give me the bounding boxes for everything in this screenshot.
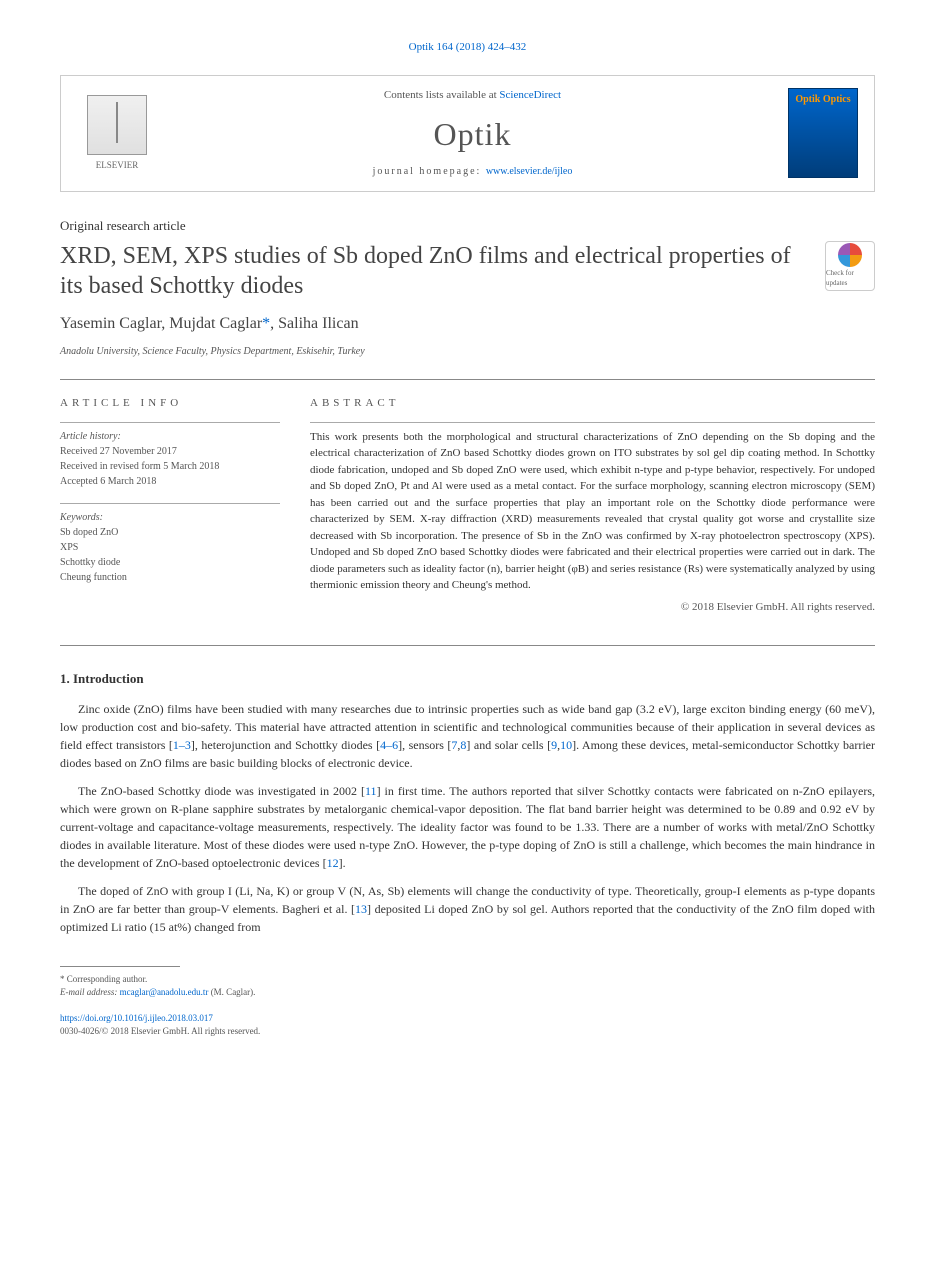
citation-ref[interactable]: 1–3 bbox=[173, 738, 191, 752]
citation-ref[interactable]: 12 bbox=[327, 856, 339, 870]
body-paragraph: The ZnO-based Schottky diode was investi… bbox=[60, 782, 875, 872]
sciencedirect-link[interactable]: ScienceDirect bbox=[499, 89, 561, 101]
email-link[interactable]: mcaglar@anadolu.edu.tr bbox=[120, 987, 209, 997]
keyword-item: Schottky diode bbox=[60, 555, 280, 570]
authors: Yasemin Caglar, Mujdat Caglar*, Saliha I… bbox=[60, 313, 875, 335]
citation-ref[interactable]: 10 bbox=[560, 738, 572, 752]
corr-label: * Corresponding author. bbox=[60, 973, 875, 986]
journal-name: Optik bbox=[157, 112, 788, 157]
body-text: ], heterojunction and Schottky diodes [ bbox=[191, 738, 380, 752]
article-info-heading: ARTICLE INFO bbox=[60, 396, 280, 411]
keyword-item: XPS bbox=[60, 540, 280, 555]
issn-copyright: 0030-4026/© 2018 Elsevier GmbH. All righ… bbox=[60, 1025, 875, 1038]
introduction-heading: 1. Introduction bbox=[60, 670, 875, 688]
corresponding-footnote: * Corresponding author. E-mail address: … bbox=[60, 973, 875, 998]
abstract-col: ABSTRACT This work presents both the mor… bbox=[310, 396, 875, 615]
abstract-heading: ABSTRACT bbox=[310, 396, 875, 411]
citation-ref[interactable]: 11 bbox=[365, 784, 377, 798]
body-paragraph: Zinc oxide (ZnO) films have been studied… bbox=[60, 700, 875, 772]
contents-prefix: Contents lists available at bbox=[384, 89, 499, 101]
article-history: Article history: Received 27 November 20… bbox=[60, 422, 280, 489]
elsevier-tree-icon bbox=[87, 95, 147, 155]
body-divider bbox=[60, 645, 875, 646]
footnote-separator bbox=[60, 966, 180, 967]
title-row: XRD, SEM, XPS studies of Sb doped ZnO fi… bbox=[60, 241, 875, 301]
revised-date: Received in revised form 5 March 2018 bbox=[60, 459, 280, 474]
body-text: ]. bbox=[339, 856, 346, 870]
homepage-line: journal homepage: www.elsevier.de/ijleo bbox=[157, 165, 788, 179]
citation-link[interactable]: Optik 164 (2018) 424–432 bbox=[409, 41, 527, 53]
keyword-item: Cheung function bbox=[60, 570, 280, 585]
accepted-date: Accepted 6 March 2018 bbox=[60, 474, 280, 489]
crossmark-badge[interactable]: Check for updates bbox=[825, 241, 875, 291]
email-suffix: (M. Caglar). bbox=[208, 987, 255, 997]
keywords-label: Keywords: bbox=[60, 510, 280, 525]
email-label: E-mail address: bbox=[60, 987, 120, 997]
contents-line: Contents lists available at ScienceDirec… bbox=[157, 88, 788, 103]
crossmark-icon bbox=[838, 243, 862, 267]
citation-header: Optik 164 (2018) 424–432 bbox=[60, 40, 875, 55]
article-info-col: ARTICLE INFO Article history: Received 2… bbox=[60, 396, 280, 615]
corresponding-mark: * bbox=[262, 315, 270, 332]
authors-rest: , Saliha Ilican bbox=[270, 315, 358, 332]
history-label: Article history: bbox=[60, 429, 280, 444]
homepage-prefix: journal homepage: bbox=[373, 166, 486, 177]
keyword-item: Sb doped ZnO bbox=[60, 525, 280, 540]
article-title: XRD, SEM, XPS studies of Sb doped ZnO fi… bbox=[60, 241, 805, 301]
abstract-text: This work presents both the morphologica… bbox=[310, 422, 875, 594]
body-text: ], sensors [ bbox=[398, 738, 451, 752]
doi-link[interactable]: https://doi.org/10.1016/j.ijleo.2018.03.… bbox=[60, 1012, 875, 1025]
homepage-link[interactable]: www.elsevier.de/ijleo bbox=[486, 166, 573, 177]
info-abstract-row: ARTICLE INFO Article history: Received 2… bbox=[60, 379, 875, 615]
body-paragraph: The doped of ZnO with group I (Li, Na, K… bbox=[60, 882, 875, 936]
body-text: ] and solar cells [ bbox=[466, 738, 551, 752]
masthead: ELSEVIER Contents lists available at Sci… bbox=[60, 75, 875, 191]
authors-main: Yasemin Caglar, Mujdat Caglar bbox=[60, 315, 262, 332]
citation-ref[interactable]: 13 bbox=[355, 902, 367, 916]
abstract-copyright: © 2018 Elsevier GmbH. All rights reserve… bbox=[310, 600, 875, 615]
article-type: Original research article bbox=[60, 217, 875, 235]
elsevier-label: ELSEVIER bbox=[96, 159, 139, 172]
elsevier-logo: ELSEVIER bbox=[77, 88, 157, 178]
keywords-block: Keywords: Sb doped ZnO XPS Schottky diod… bbox=[60, 503, 280, 585]
masthead-center: Contents lists available at ScienceDirec… bbox=[157, 88, 788, 178]
received-date: Received 27 November 2017 bbox=[60, 444, 280, 459]
crossmark-label: Check for updates bbox=[826, 269, 874, 289]
body-text: The ZnO-based Schottky diode was investi… bbox=[78, 784, 365, 798]
citation-ref[interactable]: 4–6 bbox=[380, 738, 398, 752]
email-line: E-mail address: mcaglar@anadolu.edu.tr (… bbox=[60, 986, 875, 999]
affiliation: Anadolu University, Science Faculty, Phy… bbox=[60, 345, 875, 359]
journal-cover-thumb: Optik Optics bbox=[788, 88, 858, 178]
